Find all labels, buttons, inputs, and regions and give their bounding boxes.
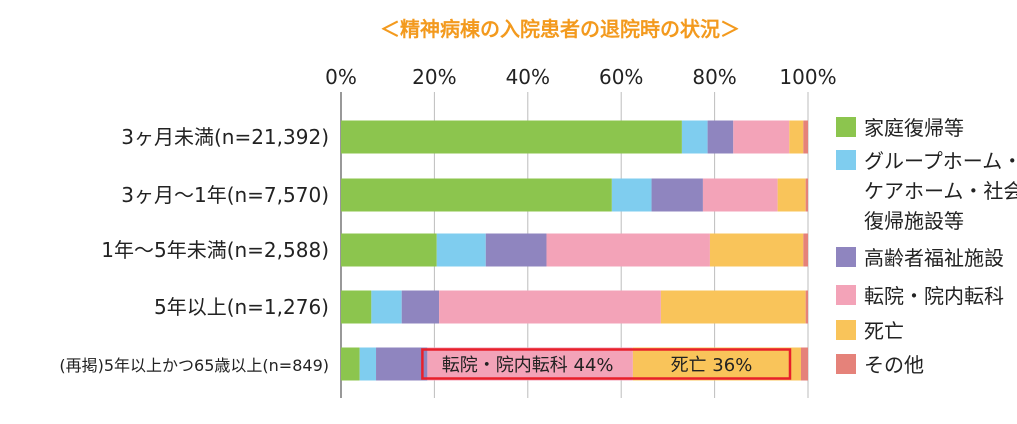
category-label: 3ヶ月未満(n=21,392) (121, 125, 329, 149)
bar-segment (546, 233, 710, 267)
bar-segment (341, 233, 437, 267)
bar-segment (371, 290, 402, 324)
bar-segment (702, 178, 778, 212)
legend-label: 家庭復帰等 (864, 116, 964, 140)
bar-segment (777, 178, 806, 212)
bar-segment (707, 120, 734, 154)
bar-segment (660, 290, 806, 324)
legend-label: 転院・院内転科 (864, 284, 1004, 308)
legend-label: ケアホーム・社会 (864, 179, 1017, 203)
legend-label: 高齢者福祉施設 (864, 246, 1004, 270)
category-label: 1年〜5年未満(n=2,588) (101, 238, 329, 262)
bar-segment (427, 347, 633, 381)
bars (341, 120, 808, 381)
legend-swatch (836, 117, 856, 137)
annotation: 転院・院内転科 44% 死亡 36% (421, 348, 792, 380)
legend-swatch (836, 320, 856, 340)
legend-label: その他 (864, 353, 924, 377)
x-tick-label: 40% (506, 65, 550, 89)
bar-segment (436, 233, 486, 267)
legend-label: グループホーム・ (864, 149, 1017, 173)
bar-segment (401, 290, 440, 324)
legend-label: 復帰施設等 (864, 209, 964, 233)
bar-segment (341, 120, 682, 154)
x-axis-ticks: 0% 20% 40% 60% 80% 100% (325, 65, 836, 89)
bar-segment (341, 290, 372, 324)
bar-segment (805, 290, 808, 324)
bar-segment (681, 120, 708, 154)
bar-segment (651, 178, 703, 212)
legend-label: 死亡 (864, 319, 904, 343)
annotation-label: 転院・院内転科 44% (442, 355, 614, 376)
bar-segment (733, 120, 790, 154)
x-tick-label: 100% (779, 65, 836, 89)
legend-swatch (836, 150, 856, 170)
bar-segment (709, 233, 804, 267)
annotation-box (421, 348, 792, 380)
legend-swatch (836, 285, 856, 305)
category-label: 5年以上(n=1,276) (154, 295, 329, 319)
bar-segment (439, 290, 661, 324)
legend-swatch (836, 247, 856, 267)
bar-segment (341, 347, 360, 381)
category-label: (再掲)5年以上かつ65歳以上(n=849) (59, 356, 329, 375)
bar-segment (805, 178, 808, 212)
x-tick-label: 80% (692, 65, 736, 89)
x-tick-label: 0% (325, 65, 357, 89)
legend-swatch (836, 354, 856, 374)
bar-segment (611, 178, 652, 212)
bar-segment (376, 347, 428, 381)
bar-segment (803, 120, 808, 154)
annotation-label: 死亡 36% (671, 355, 753, 376)
x-tick-label: 60% (599, 65, 643, 89)
bar-segment (632, 347, 801, 381)
chart-title: ＜精神病棟の入院患者の退院時の状況＞ (380, 17, 740, 41)
bar-segment (800, 347, 808, 381)
x-tick-label: 20% (412, 65, 456, 89)
bar-segment (359, 347, 377, 381)
bar-segment (485, 233, 547, 267)
y-axis-labels: 3ヶ月未満(n=21,392) 3ヶ月〜1年(n=7,570) 1年〜5年未満(n=… (59, 125, 329, 375)
category-label: 3ヶ月〜1年(n=7,570) (121, 183, 329, 207)
bar-segment (803, 233, 808, 267)
bar-segment (341, 178, 612, 212)
bar-segment (789, 120, 804, 154)
legend: 家庭復帰等グループホーム・ケアホーム・社会復帰施設等高齢者福祉施設転院・院内転科… (836, 116, 1017, 377)
